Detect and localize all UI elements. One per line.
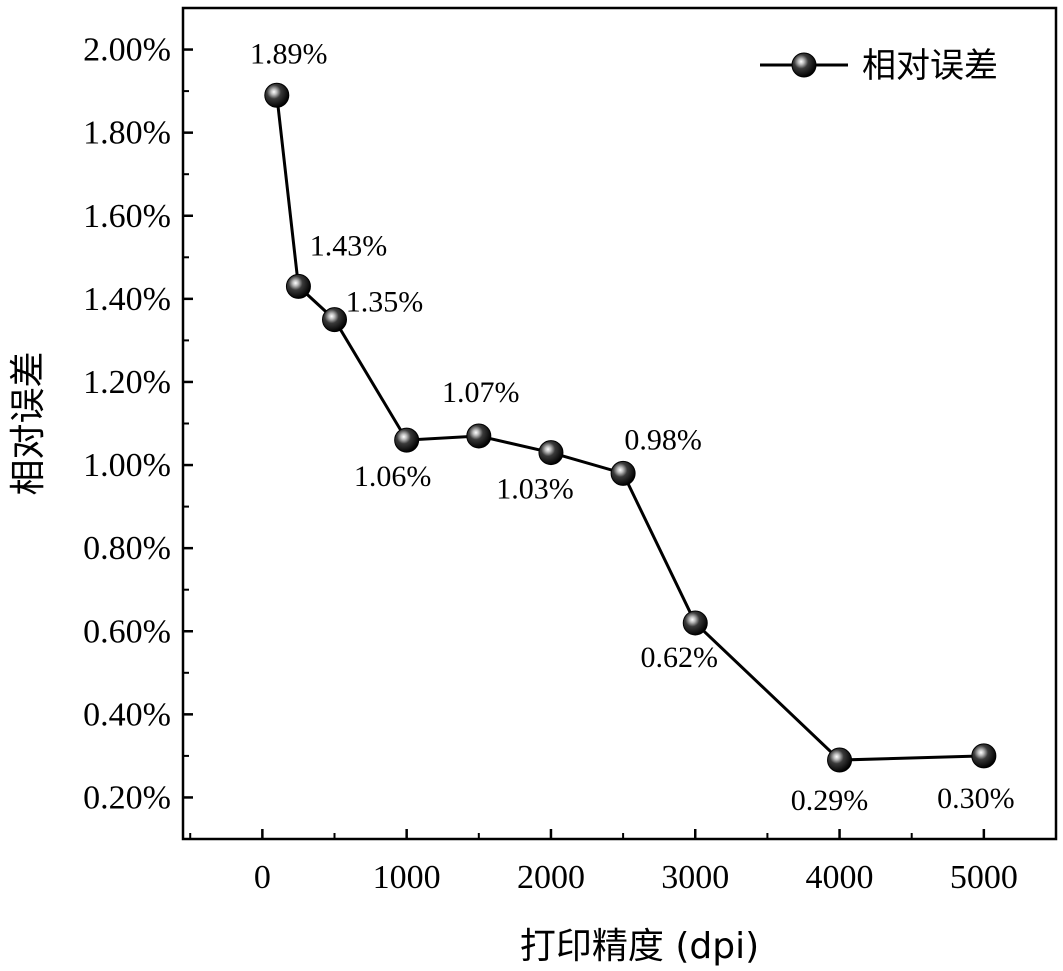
- data-point: [285, 273, 311, 299]
- data-point: [827, 747, 853, 773]
- data-label: 1.43%: [310, 229, 388, 262]
- legend-marker: [791, 52, 817, 78]
- y-tick-label: 1.00%: [83, 447, 171, 484]
- data-point: [322, 307, 348, 333]
- data-point: [538, 440, 564, 466]
- y-tick-label: 0.20%: [83, 779, 171, 816]
- data-label: 0.30%: [937, 782, 1015, 815]
- y-tick-label: 1.20%: [83, 364, 171, 401]
- data-point: [610, 460, 636, 486]
- x-tick-label: 5000: [950, 859, 1018, 896]
- x-tick-label: 4000: [806, 859, 874, 896]
- y-tick-label: 1.60%: [83, 198, 171, 235]
- data-label: 1.07%: [442, 376, 520, 409]
- data-label: 0.98%: [624, 423, 702, 456]
- data-label: 1.89%: [250, 37, 328, 70]
- y-tick-label: 1.40%: [83, 281, 171, 318]
- x-tick-label: 0: [254, 859, 271, 896]
- data-label: 0.62%: [641, 641, 719, 674]
- data-point: [466, 423, 492, 449]
- data-label: 1.06%: [354, 460, 432, 493]
- x-tick-label: 2000: [517, 859, 585, 896]
- plot-frame: [181, 6, 1058, 841]
- data-point: [264, 82, 290, 108]
- y-tick-label: 1.80%: [83, 115, 171, 152]
- data-label: 0.29%: [791, 784, 869, 817]
- y-tick-label: 2.00%: [83, 32, 171, 69]
- y-tick-label: 0.80%: [83, 530, 171, 567]
- x-axis-title: 打印精度 (dpi): [520, 926, 759, 967]
- y-tick-label: 0.40%: [83, 696, 171, 733]
- x-tick-label: 3000: [661, 859, 729, 896]
- y-tick-label: 0.60%: [83, 613, 171, 650]
- data-point: [682, 610, 708, 636]
- data-point: [971, 743, 997, 769]
- data-label: 1.03%: [496, 473, 574, 506]
- x-tick-label: 1000: [373, 859, 441, 896]
- data-label: 1.35%: [346, 286, 424, 319]
- y-axis-title: 相对误差: [8, 351, 49, 495]
- legend-label: 相对误差: [862, 46, 998, 86]
- series-line: [275, 95, 984, 762]
- data-point: [394, 427, 420, 453]
